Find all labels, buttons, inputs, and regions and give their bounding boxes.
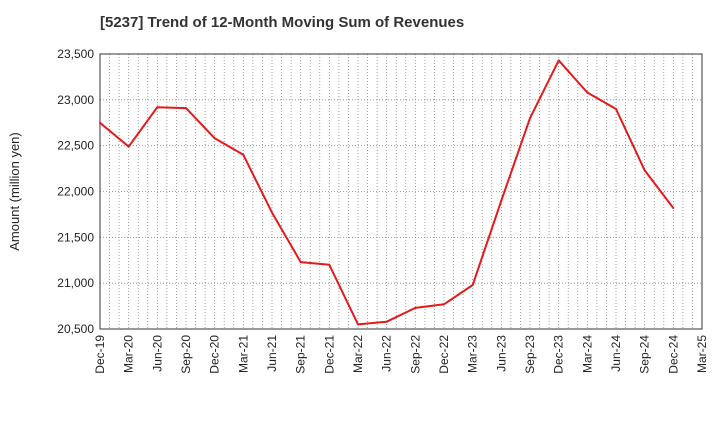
x-tick-label: Jun-21 <box>265 335 279 372</box>
x-tick-label: Sep-20 <box>179 335 193 374</box>
x-tick-label: Jun-24 <box>609 335 623 372</box>
data-point <box>500 199 503 202</box>
data-point <box>127 145 130 148</box>
data-point <box>443 303 445 306</box>
data-point <box>557 59 560 62</box>
x-tick-label: Jun-20 <box>150 335 164 372</box>
data-point <box>672 207 675 209</box>
data-point <box>357 323 359 326</box>
data-point <box>385 320 388 323</box>
y-tick-label: 22,500 <box>57 139 94 153</box>
x-tick-label: Mar-20 <box>122 335 136 373</box>
x-tick-label: Sep-23 <box>523 335 537 374</box>
x-tick-label: Jun-23 <box>494 335 508 372</box>
y-tick-label: 23,500 <box>57 47 94 61</box>
data-point <box>615 108 617 110</box>
y-tick-label: 22,000 <box>57 185 94 199</box>
data-point <box>99 121 101 124</box>
data-point <box>156 106 159 109</box>
x-tick-label: Sep-24 <box>638 335 652 374</box>
chart-title: [5237] Trend of 12-Month Moving Sum of R… <box>100 14 465 31</box>
x-tick-label: Mar-21 <box>236 335 250 373</box>
x-tick-label: Sep-21 <box>294 335 308 374</box>
data-point <box>271 211 273 214</box>
data-point <box>185 107 187 110</box>
y-tick-label: 20,500 <box>57 322 94 336</box>
x-tick-label: Dec-24 <box>666 335 680 374</box>
data-point <box>213 137 216 140</box>
data-point <box>643 169 646 172</box>
data-point <box>586 91 589 94</box>
x-tick-label: Dec-19 <box>93 335 107 374</box>
x-tick-label: Dec-22 <box>437 335 451 374</box>
y-axis-label: Amount (million yen) <box>7 132 22 251</box>
data-point <box>242 153 245 156</box>
data-point <box>414 306 417 309</box>
x-tick-label: Dec-23 <box>552 335 566 374</box>
y-tick-label: 21,000 <box>57 276 94 290</box>
x-tick-label: Dec-21 <box>322 335 336 374</box>
data-point <box>529 117 531 120</box>
x-tick-label: Dec-20 <box>208 335 222 374</box>
y-tick-label: 21,500 <box>57 230 94 244</box>
data-point <box>299 261 302 264</box>
y-tick-label: 23,000 <box>57 93 94 107</box>
x-tick-label: Jun-22 <box>380 335 394 372</box>
data-point <box>328 263 331 266</box>
x-tick-label: Mar-25 <box>695 335 709 373</box>
x-tick-label: Mar-23 <box>466 335 480 373</box>
data-point <box>471 284 474 286</box>
x-tick-label: Mar-24 <box>580 335 594 373</box>
x-tick-label: Sep-22 <box>408 335 422 374</box>
plot-frame <box>99 53 703 330</box>
x-tick-label: Mar-22 <box>351 335 365 373</box>
